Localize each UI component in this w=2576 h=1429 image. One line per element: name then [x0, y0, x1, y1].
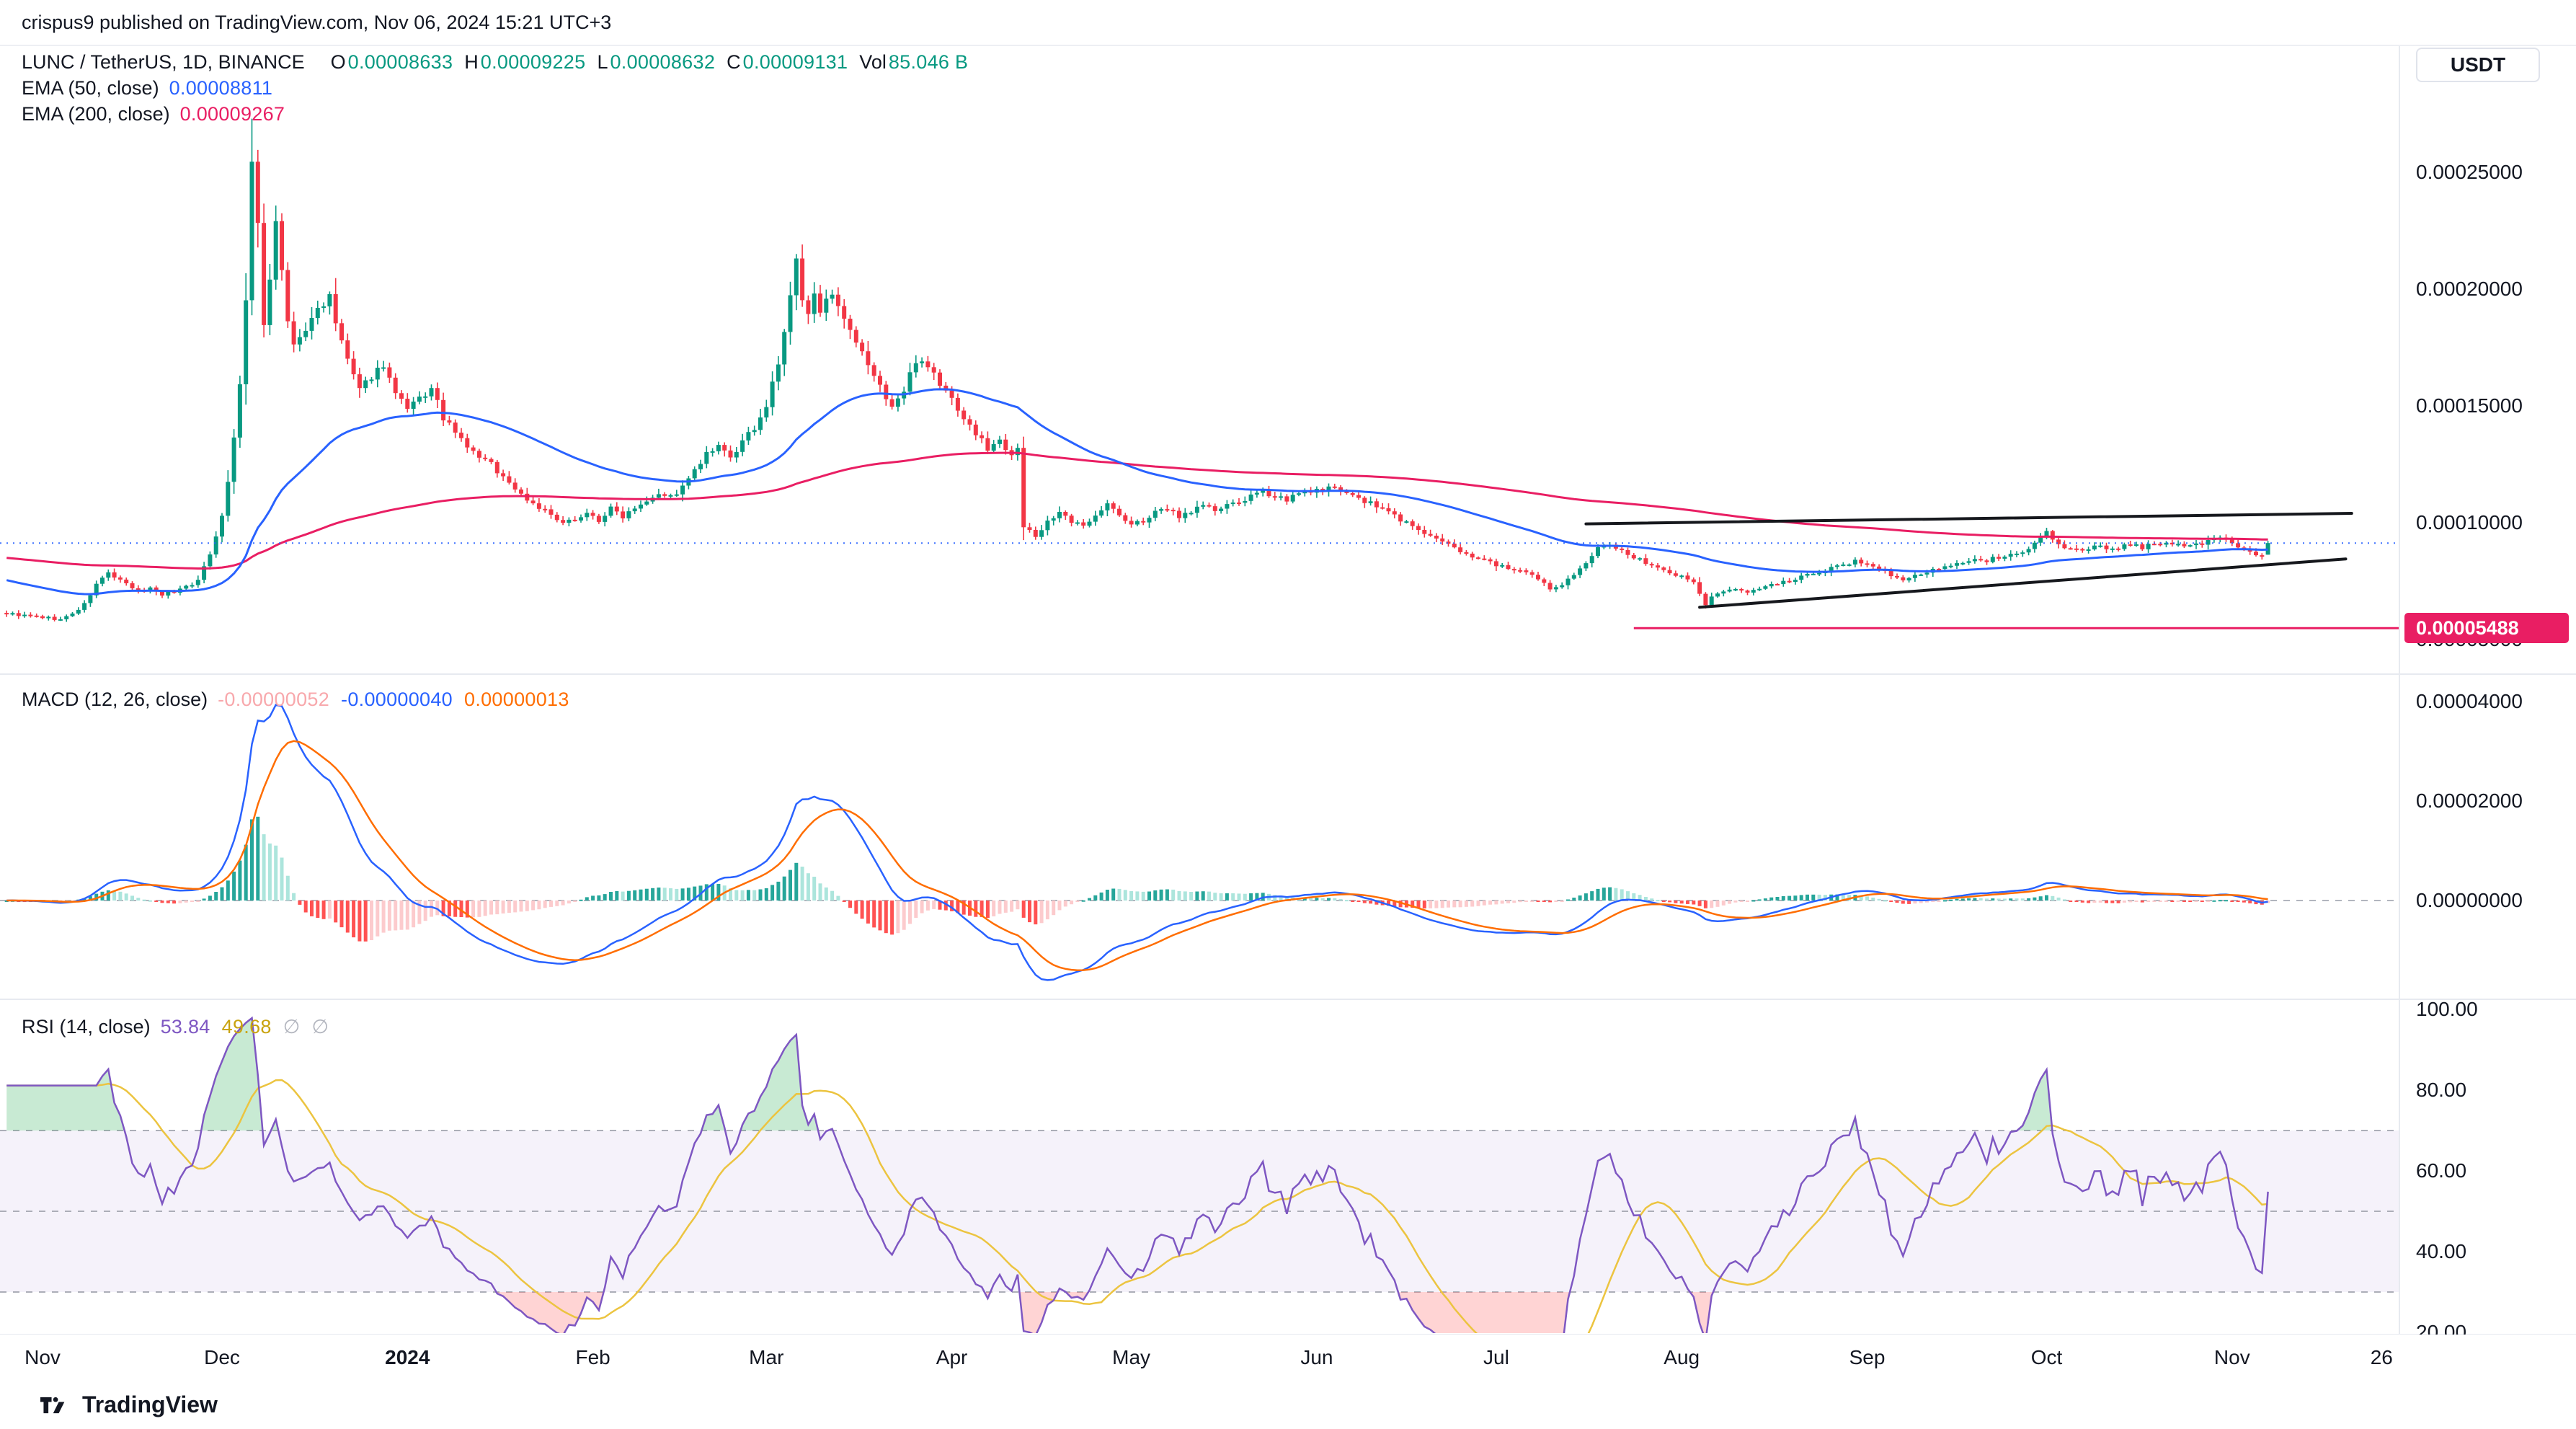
support-price-label: 0.00005488 — [2404, 613, 2569, 643]
ema200-legend-label[interactable]: EMA (200, close) — [22, 103, 170, 125]
rsi-oversold-fill — [6, 1292, 2268, 1333]
currency-toggle-button[interactable]: USDT — [2416, 48, 2540, 82]
time-axis-label: Oct — [2030, 1346, 2063, 1368]
rsi-scale-tick: 60.00 — [2416, 1159, 2467, 1182]
pane-separator-rsi[interactable] — [0, 999, 2576, 1000]
high-label: H — [464, 51, 479, 73]
price-scale-tick: 0.00025000 — [2416, 161, 2523, 183]
time-axis-label: Dec — [204, 1346, 240, 1368]
macd-pane — [0, 704, 2399, 981]
rsi-scale-tick: 100.00 — [2416, 998, 2478, 1020]
time-axis-label: Nov — [2213, 1346, 2250, 1368]
low-value: 0.00008632 — [610, 51, 716, 73]
published-bar: crispus9 published on TradingView.com, N… — [0, 0, 2576, 46]
high-value: 0.00009225 — [480, 51, 586, 73]
close-value: 0.00009131 — [742, 51, 848, 73]
volume-label: Vol — [859, 51, 887, 73]
ema-50-line[interactable] — [6, 388, 2268, 596]
macd-scale-tick: 0.00004000 — [2416, 690, 2523, 712]
macd-line-value: -0.00000040 — [341, 689, 453, 710]
rsi-band-empty-2: ∅ — [311, 1016, 329, 1038]
time-axis-label: Apr — [936, 1346, 968, 1368]
price-scale-tick: 0.00015000 — [2416, 394, 2523, 417]
footer: TradingView — [0, 1381, 2576, 1429]
macd-histogram[interactable] — [4, 816, 2270, 942]
time-axis[interactable]: Nov Dec 2024 Feb Mar Apr May Jun Jul Aug Sep Oct Nov… — [0, 1335, 2576, 1381]
chart-canvas[interactable] — [0, 0, 2576, 1335]
rsi-legend-label[interactable]: RSI (14, close) — [22, 1016, 151, 1038]
tradingview-logo-icon[interactable] — [40, 1397, 69, 1414]
published-info: crispus9 published on TradingView.com, N… — [22, 11, 612, 33]
trendline-lower[interactable] — [1698, 557, 2348, 609]
time-axis-label: 26 — [2370, 1346, 2393, 1368]
time-axis-label: Sep — [1849, 1346, 1886, 1368]
trendline-upper[interactable] — [1584, 512, 2353, 526]
rsi-ma-value: 49.68 — [221, 1016, 272, 1038]
price-scale-border — [2399, 46, 2400, 1335]
time-axis-label: Jul — [1483, 1346, 1509, 1368]
close-label: C — [727, 51, 741, 73]
macd-line[interactable] — [6, 704, 2268, 981]
price-pane-legend: LUNC / TetherUS, 1D, BINANCE O 0.00008633 H… — [22, 49, 968, 127]
rsi-ma-line[interactable] — [6, 1079, 2268, 1335]
price-scale-tick: 0.00020000 — [2416, 278, 2523, 300]
rsi-band-empty-1: ∅ — [283, 1016, 301, 1038]
rsi-pane — [0, 1016, 2399, 1335]
price-scale-tick: 0.00010000 — [2416, 511, 2523, 534]
rsi-line[interactable] — [6, 1016, 2269, 1335]
time-axis-label: Aug — [1664, 1346, 1700, 1368]
macd-scale-tick: 0.00000000 — [2416, 889, 2523, 911]
symbol-title[interactable]: LUNC / TetherUS, 1D, BINANCE — [22, 51, 305, 73]
ema50-legend-value: 0.00008811 — [169, 77, 273, 99]
macd-signal-value: 0.00000013 — [464, 689, 569, 710]
macd-hist-value: -0.00000052 — [218, 689, 330, 710]
rsi-pane-legend: RSI (14, close) 53.84 49.68 ∅ ∅ — [22, 1014, 329, 1040]
pane-separator-macd[interactable] — [0, 673, 2576, 675]
macd-pane-legend: MACD (12, 26, close) -0.00000052 -0.000000… — [22, 686, 569, 712]
macd-legend-label[interactable]: MACD (12, 26, close) — [22, 689, 208, 710]
tradingview-wordmark[interactable]: TradingView — [82, 1392, 218, 1417]
volume-value: 85.046 B — [888, 51, 969, 73]
low-label: L — [597, 51, 608, 73]
time-axis-label: Feb — [575, 1346, 610, 1368]
open-value: 0.00008633 — [347, 51, 453, 73]
candles[interactable] — [4, 118, 2270, 622]
ema200-legend-value: 0.00009267 — [179, 103, 285, 125]
rsi-scale-tick: 40.00 — [2416, 1240, 2467, 1262]
open-label: O — [330, 51, 346, 73]
macd-signal-line[interactable] — [6, 740, 2268, 971]
time-axis-label: 2024 — [385, 1346, 430, 1368]
ema-200-line[interactable] — [6, 451, 2268, 570]
price-pane — [0, 118, 2399, 629]
rsi-overbought-fill — [6, 1018, 2268, 1131]
time-axis-label: Jun — [1300, 1346, 1333, 1368]
ema50-legend-label[interactable]: EMA (50, close) — [22, 77, 159, 99]
rsi-value: 53.84 — [160, 1016, 210, 1038]
macd-scale-tick: 0.00002000 — [2416, 789, 2523, 812]
time-axis-label: May — [1112, 1346, 1151, 1368]
time-axis-label: Nov — [25, 1346, 61, 1368]
rsi-scale-tick: 80.00 — [2416, 1079, 2467, 1101]
time-axis-label: Mar — [749, 1346, 784, 1368]
